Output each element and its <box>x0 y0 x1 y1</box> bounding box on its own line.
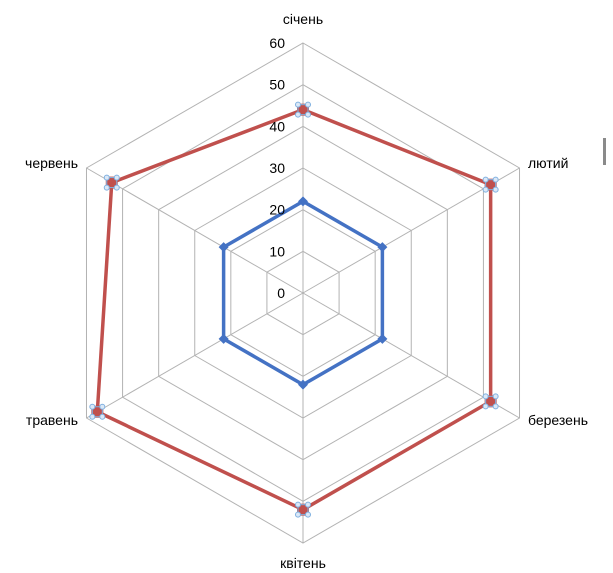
selection-handle <box>295 501 301 508</box>
selection-handle <box>482 176 489 183</box>
axis-tick-label: 60 <box>269 35 285 51</box>
selection-box <box>297 104 309 116</box>
category-label: червень <box>25 155 78 171</box>
selection-handle <box>492 393 499 400</box>
series-1-point <box>218 242 229 253</box>
series-1-point <box>377 242 388 253</box>
category-label: лютий <box>528 155 568 171</box>
series-1-point <box>298 379 308 390</box>
category-label: травень <box>26 412 78 428</box>
selection-handle <box>113 174 120 181</box>
axis-tick-label: 50 <box>269 77 285 93</box>
selection-handle <box>482 393 489 400</box>
selection-handle <box>482 403 489 410</box>
legend-edge-fragment <box>603 138 606 165</box>
selection-box <box>297 504 309 516</box>
axis-tick-label: 40 <box>269 118 285 134</box>
axis-tick-label: 10 <box>269 243 285 259</box>
selection-handle <box>492 176 499 183</box>
category-label: березень <box>528 412 588 428</box>
selection-handle <box>99 403 106 410</box>
selection-handle <box>103 184 110 191</box>
selection-handle <box>89 403 96 410</box>
axis-spoke <box>86 292 304 419</box>
selection-box <box>106 177 118 189</box>
selection-handle <box>295 101 301 108</box>
series-1-point <box>218 333 229 344</box>
selection-handle <box>492 186 499 193</box>
selection-box <box>485 395 497 407</box>
axis-tick-label: 20 <box>269 202 285 218</box>
series-2-point <box>297 503 309 516</box>
selection-handle <box>99 413 106 420</box>
category-label: квітень <box>280 555 326 571</box>
series-1-point <box>377 333 388 344</box>
category-label: січень <box>283 11 323 27</box>
selection-handle <box>492 403 499 410</box>
selection-handle <box>113 184 120 191</box>
selection-handle <box>103 174 110 181</box>
selection-handle <box>482 186 489 193</box>
selection-handle <box>295 511 301 518</box>
axis-spoke <box>86 167 304 294</box>
selection-handle <box>305 101 311 108</box>
selection-box <box>91 406 103 418</box>
selection-handle <box>89 413 96 420</box>
radar-grid <box>85 42 521 544</box>
axis-tick-labels: 0 10 20 30 40 50 60 <box>269 35 285 301</box>
axis-tick-label: 30 <box>269 160 285 176</box>
axis-tick-label: 0 <box>277 285 285 301</box>
selection-handle <box>305 501 311 508</box>
radar-series <box>89 101 499 518</box>
selection-handle <box>295 111 301 118</box>
category-labels: січень лютий березень квітень травень червень <box>25 11 588 571</box>
selection-box <box>485 179 497 191</box>
series-1-point <box>298 196 308 207</box>
selection-handle <box>305 111 311 118</box>
selection-handle <box>305 511 311 518</box>
